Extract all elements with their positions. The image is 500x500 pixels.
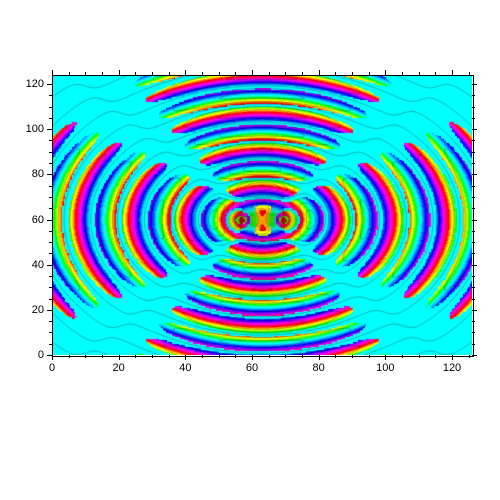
tick-label: 40: [32, 259, 44, 271]
tick-label: 120: [443, 362, 461, 374]
tick-label: 20: [113, 362, 125, 374]
tick-label: 60: [32, 214, 44, 226]
tick-label: 100: [376, 362, 394, 374]
tick-label: 40: [179, 362, 191, 374]
tick-label: 80: [32, 168, 44, 180]
tick-label: 60: [246, 362, 258, 374]
plot-frame: [52, 75, 474, 357]
tick-label: 0: [38, 349, 44, 361]
tick-label: 120: [26, 78, 44, 90]
contour-chart: 0 20 40 60 80 100 120 0 20 40 60 80 100 120: [0, 0, 500, 500]
tick-label: 0: [49, 362, 55, 374]
tick-label: 100: [26, 123, 44, 135]
tick-label: 80: [313, 362, 325, 374]
tick-label: 20: [32, 304, 44, 316]
